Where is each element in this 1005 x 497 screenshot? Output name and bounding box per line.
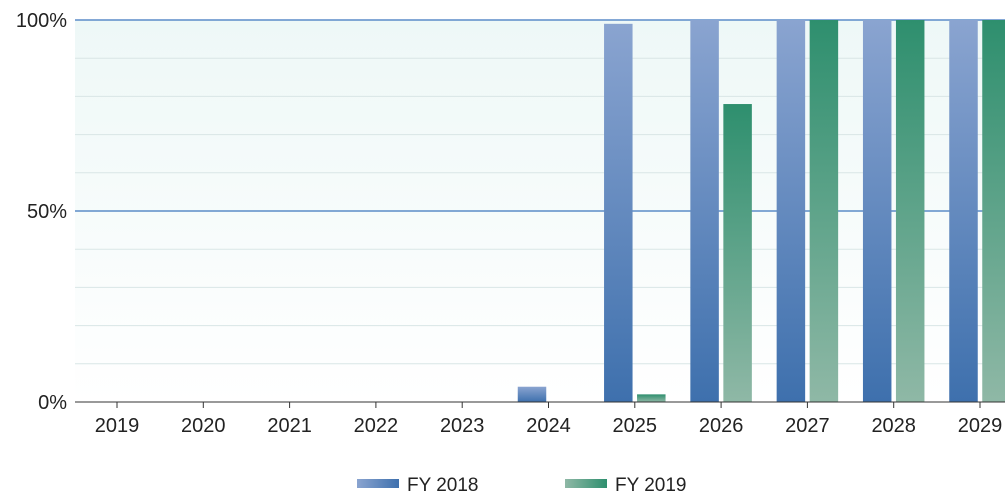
x-tick-label: 2026 bbox=[699, 415, 744, 437]
x-axis-ticks bbox=[116, 402, 981, 408]
x-tick-label: 2025 bbox=[613, 415, 658, 437]
bar-fy-2018-2024 bbox=[517, 386, 547, 402]
y-tick-label: 50% bbox=[27, 201, 67, 223]
bar-fy-2019-2028 bbox=[895, 20, 925, 402]
bar-fy-2019-2025 bbox=[637, 394, 666, 402]
bar-fy-2019-2027 bbox=[809, 20, 839, 402]
bar-fy-2018-2025 bbox=[604, 23, 633, 402]
y-axis-labels: 0% 50% 100% bbox=[16, 10, 67, 414]
x-axis-labels: 2019 2020 2021 2022 2023 2024 2025 2026 2027 2028… bbox=[95, 415, 1003, 437]
x-tick-label: 2023 bbox=[440, 415, 485, 437]
x-tick-label: 2021 bbox=[267, 415, 312, 437]
bar-fy-2018-2026 bbox=[690, 20, 719, 402]
x-tick-label: 2029 bbox=[958, 415, 1003, 437]
legend-swatch bbox=[357, 479, 399, 488]
major-gridlines bbox=[75, 19, 1005, 212]
legend: FY 2018 FY 2019 bbox=[357, 475, 686, 496]
y-tick-label: 0% bbox=[38, 392, 67, 414]
x-tick-label: 2027 bbox=[785, 415, 830, 437]
bars bbox=[517, 20, 1005, 402]
bar-fy-2019-2029 bbox=[982, 20, 1005, 402]
bar-fy-2018-2029 bbox=[949, 20, 978, 402]
bar-fy-2018-2027 bbox=[776, 20, 806, 402]
x-tick-label: 2028 bbox=[871, 415, 916, 437]
x-tick-label: 2019 bbox=[95, 415, 140, 437]
legend-label: FY 2019 bbox=[615, 475, 686, 496]
bar-fy-2019-2026 bbox=[723, 104, 752, 402]
legend-label: FY 2018 bbox=[407, 475, 478, 496]
y-tick-label: 100% bbox=[16, 10, 67, 32]
x-tick-label: 2024 bbox=[526, 415, 571, 437]
minor-gridlines bbox=[75, 57, 1005, 365]
x-tick-label: 2020 bbox=[181, 415, 226, 437]
x-tick-label: 2022 bbox=[354, 415, 399, 437]
legend-swatch bbox=[565, 479, 607, 488]
bar-fy-2018-2028 bbox=[862, 20, 892, 402]
